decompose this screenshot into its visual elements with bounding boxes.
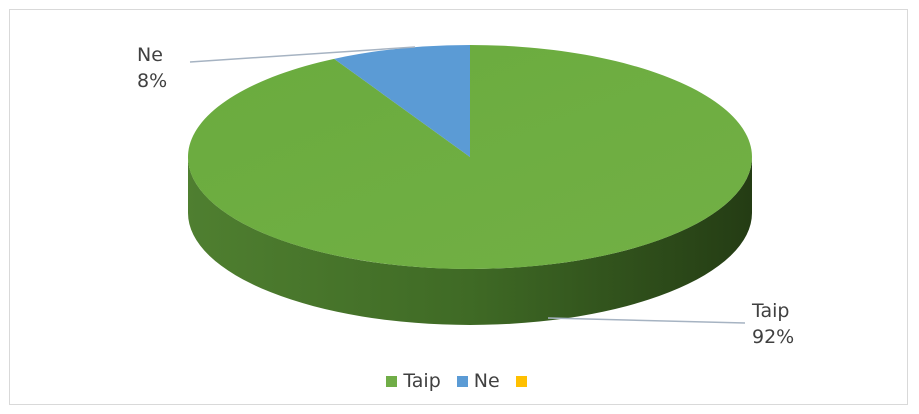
legend-swatch-third xyxy=(515,375,527,387)
pie-slice-side-taip xyxy=(188,157,752,325)
leader-line-ne xyxy=(189,46,416,63)
data-label-ne: Ne 8% xyxy=(137,42,167,94)
legend-item-ne: Ne xyxy=(456,370,500,392)
legend: Taip Ne xyxy=(0,370,919,392)
data-label-ne-category: Ne xyxy=(137,44,163,66)
leader-line-taip xyxy=(547,317,746,324)
data-label-taip-category: Taip xyxy=(752,300,790,322)
data-label-taip-percent: 92% xyxy=(752,326,795,348)
legend-swatch-ne xyxy=(456,375,468,387)
legend-label-taip: Taip xyxy=(403,370,441,392)
data-label-taip: Taip 92% xyxy=(752,298,794,350)
pie-slice-taip xyxy=(187,45,752,269)
legend-label-ne: Ne xyxy=(473,370,500,392)
data-label-ne-percent: 8% xyxy=(137,70,168,92)
pie-slice-ne xyxy=(334,45,470,157)
legend-swatch-taip xyxy=(386,375,398,387)
legend-item-third xyxy=(515,375,533,387)
legend-item-taip: Taip xyxy=(386,370,441,392)
